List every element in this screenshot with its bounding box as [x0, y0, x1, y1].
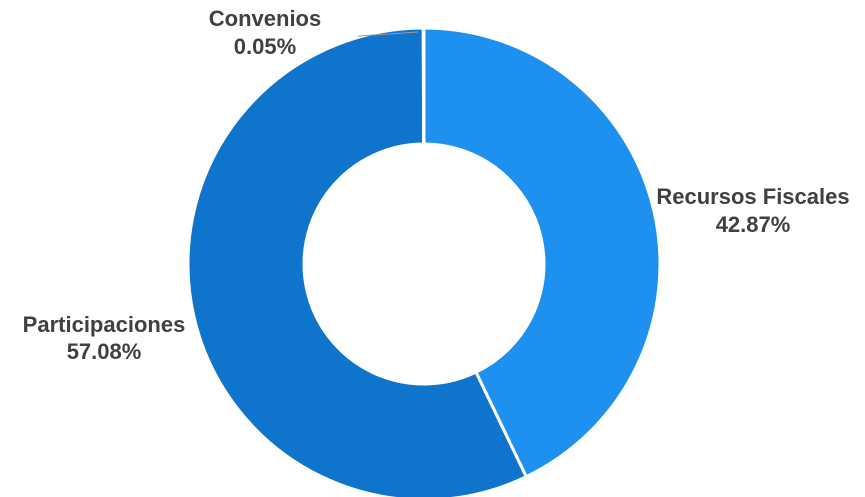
slice-convenios — [421, 26, 426, 146]
slice-label-recursos-fiscales: Recursos Fiscales — [656, 184, 849, 209]
slice-value-convenios: 0.05% — [234, 34, 296, 59]
slice-value-recursos-fiscales: 42.87% — [716, 212, 791, 237]
slice-participaciones — [186, 26, 528, 497]
slices-group — [186, 26, 662, 497]
slice-value-participaciones: 57.08% — [67, 339, 142, 364]
slice-label-participaciones: Participaciones — [23, 312, 186, 337]
slice-recursos-fiscales — [422, 26, 662, 479]
labels-group: Recursos Fiscales 42.87% Participaciones… — [23, 6, 850, 364]
slice-label-convenios: Convenios — [209, 6, 321, 31]
leader-line-convenios — [357, 31, 419, 37]
